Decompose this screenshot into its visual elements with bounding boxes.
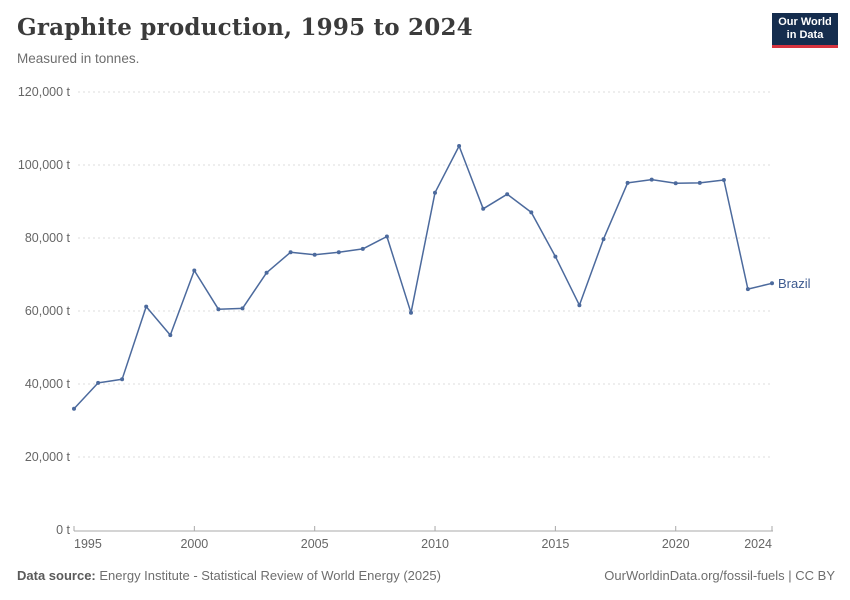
owid-logo-line2: in Data bbox=[786, 29, 824, 41]
data-point[interactable] bbox=[96, 380, 101, 385]
x-axis-label: 1995 bbox=[74, 537, 102, 551]
y-axis-label: 120,000 t bbox=[18, 85, 71, 99]
data-point[interactable] bbox=[72, 406, 76, 411]
chart-subtitle: Measured in tonnes. bbox=[17, 51, 140, 66]
data-point[interactable] bbox=[745, 287, 750, 292]
footer-link-text: OurWorldinData.org/fossil-fuels | CC BY bbox=[604, 568, 835, 583]
data-point[interactable] bbox=[336, 250, 341, 255]
y-axis-label: 100,000 t bbox=[18, 158, 71, 172]
series-line-brazil[interactable] bbox=[73, 145, 773, 410]
data-point[interactable] bbox=[288, 250, 293, 255]
data-point[interactable] bbox=[192, 268, 197, 273]
page-title: Graphite production, 1995 to 2024 bbox=[17, 14, 473, 41]
data-point[interactable] bbox=[770, 281, 774, 286]
data-source-text: Energy Institute - Statistical Review of… bbox=[99, 568, 441, 583]
data-point[interactable] bbox=[457, 144, 462, 148]
data-point[interactable] bbox=[360, 246, 365, 251]
data-point[interactable] bbox=[120, 377, 125, 382]
x-axis-label: 2024 bbox=[744, 537, 772, 551]
y-axis-label: 20,000 t bbox=[25, 450, 71, 464]
data-point[interactable] bbox=[721, 178, 726, 182]
data-point[interactable] bbox=[168, 333, 173, 338]
data-source: Data source: Energy Institute - Statisti… bbox=[17, 568, 441, 583]
owid-logo-line1: Our World bbox=[778, 16, 832, 28]
data-point[interactable] bbox=[481, 206, 486, 211]
data-point[interactable] bbox=[312, 252, 317, 257]
data-point[interactable] bbox=[433, 190, 437, 195]
y-axis-label: 40,000 t bbox=[25, 377, 71, 391]
data-point[interactable] bbox=[264, 270, 269, 275]
data-point[interactable] bbox=[216, 307, 221, 312]
series-label-brazil[interactable]: Brazil bbox=[778, 276, 811, 291]
data-point[interactable] bbox=[673, 181, 678, 186]
data-point[interactable] bbox=[505, 192, 510, 197]
y-axis-label: 0 t bbox=[56, 523, 70, 537]
data-point[interactable] bbox=[529, 210, 534, 215]
x-axis-label: 2015 bbox=[541, 537, 569, 551]
data-point[interactable] bbox=[553, 254, 558, 259]
x-axis-label: 2020 bbox=[662, 537, 690, 551]
data-point[interactable] bbox=[384, 234, 389, 239]
owid-logo[interactable]: Our World in Data bbox=[772, 13, 838, 48]
data-point[interactable] bbox=[409, 310, 413, 315]
data-point[interactable] bbox=[577, 303, 582, 308]
data-point[interactable] bbox=[625, 180, 630, 185]
y-axis-label: 80,000 t bbox=[25, 231, 71, 245]
data-point[interactable] bbox=[697, 180, 702, 185]
data-point[interactable] bbox=[240, 306, 245, 311]
x-axis-label: 2000 bbox=[180, 537, 208, 551]
x-axis-label: 2010 bbox=[421, 537, 449, 551]
footer-link[interactable]: OurWorldinData.org/fossil-fuels | CC BY bbox=[604, 568, 835, 583]
x-axis-label: 2005 bbox=[301, 537, 329, 551]
data-point[interactable] bbox=[144, 304, 149, 309]
y-axis-label: 60,000 t bbox=[25, 304, 71, 318]
data-point[interactable] bbox=[601, 237, 606, 242]
data-source-label: Data source: bbox=[17, 568, 96, 583]
data-point[interactable] bbox=[649, 177, 654, 182]
